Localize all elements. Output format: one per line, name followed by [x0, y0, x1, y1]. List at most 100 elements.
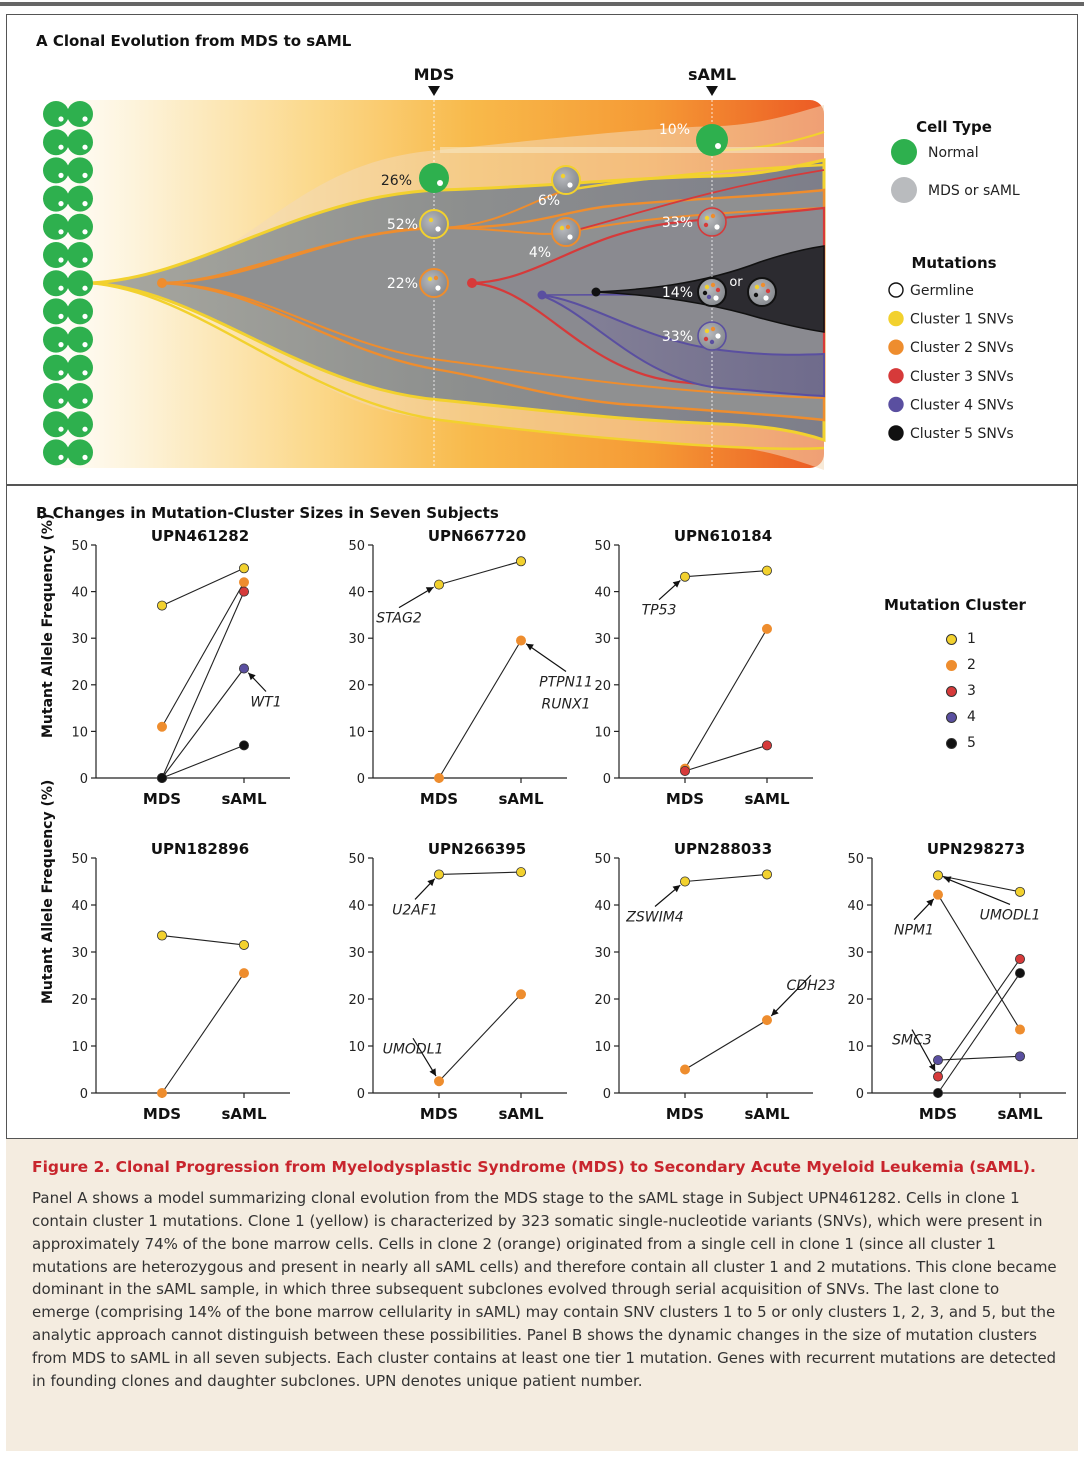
series-line-cluster-3: [161, 591, 245, 779]
clone-4-region: [539, 294, 825, 398]
pct-label: 33%: [662, 329, 693, 345]
normal-cell-nucleus: [82, 342, 88, 348]
annotation-arrowhead: [429, 1068, 436, 1077]
annotation-arrow: [911, 1029, 936, 1072]
series-line-cluster-5: [161, 744, 245, 779]
cluster-3-swatch: [946, 685, 957, 697]
x-tick-label: sAML: [221, 1105, 266, 1123]
normal-cell-nucleus: [82, 426, 88, 432]
series-line-cluster-3: [937, 958, 1021, 1077]
y-tick-label: 50: [348, 852, 365, 867]
gene-annotation: SMC3: [892, 1033, 932, 1049]
x-tick-label: MDS: [143, 1105, 181, 1123]
stage-saml-arrow: [706, 86, 718, 96]
legend-item: 4: [884, 704, 1054, 730]
data-point-cluster-1: [933, 870, 944, 881]
data-point-cluster-1: [762, 565, 773, 576]
cluster-4-swatch: [946, 711, 957, 723]
stage-mds-arrow: [428, 86, 440, 96]
series-line-cluster-1: [161, 935, 245, 946]
y-tick-label: 10: [348, 725, 365, 740]
mid-clone1-cell: [551, 165, 581, 195]
data-point-cluster-5: [156, 773, 167, 784]
series-line-cluster-2: [684, 1019, 768, 1070]
saml-clone5-cell-b: [747, 277, 777, 307]
y-tick-label: 40: [847, 899, 864, 914]
normal-cell-nucleus: [58, 201, 64, 207]
chart-title: UPN610184: [674, 527, 772, 545]
data-point-cluster-1: [680, 571, 691, 582]
series-line-cluster-1: [438, 560, 522, 586]
cluster-1-swatch: [946, 633, 957, 645]
data-point-cluster-4: [933, 1055, 944, 1066]
gene-annotation: WT1: [250, 694, 281, 710]
x-tick-label: MDS: [420, 790, 458, 808]
data-point-cluster-4: [1015, 1051, 1026, 1062]
stage-saml-label: sAML: [688, 65, 736, 84]
y-tick-label: 30: [348, 946, 365, 961]
gene-annotation: UMODL1: [383, 1041, 444, 1057]
saml-normal-cell: [696, 124, 728, 156]
mutation-cluster-legend-title: Mutation Cluster: [884, 596, 1026, 614]
mds-clone2-cell: [419, 268, 449, 298]
normal-cell-nucleus: [58, 257, 64, 263]
mutation-legend-label: Cluster 4 SNVs: [910, 397, 1014, 413]
mds-clone1-cell: [419, 209, 449, 239]
annotation-arrowhead: [943, 876, 952, 884]
pct-label: 14%: [662, 285, 693, 301]
series-line-cluster-1: [161, 567, 245, 607]
data-point-cluster-2: [238, 968, 249, 979]
annotation-arrow: [412, 1037, 437, 1077]
annotation-arrow: [943, 876, 1011, 905]
normal-cell-nucleus: [82, 370, 88, 376]
data-point-cluster-1: [680, 876, 691, 887]
gene-annotation: TP53: [642, 603, 677, 619]
data-point-cluster-3: [933, 1071, 944, 1082]
pct-label: 4%: [529, 245, 551, 261]
y-tick-label: 10: [594, 1040, 611, 1055]
data-point-cluster-1: [238, 563, 249, 574]
stage-mds-label: MDS: [414, 65, 455, 84]
normal-cell-nucleus: [82, 398, 88, 404]
mutation-swatch: [888, 310, 904, 327]
x-tick-label: sAML: [997, 1105, 1042, 1123]
pct-label: 22%: [387, 276, 418, 292]
y-tick-label: 20: [847, 993, 864, 1008]
mutation-swatch: [888, 339, 904, 355]
panel-b-title: B Changes in Mutation-Cluster Sizes in S…: [36, 504, 499, 522]
caption-body: Panel A shows a model summarizing clonal…: [32, 1189, 1057, 1390]
cluster-2-swatch: [946, 659, 957, 671]
data-point-cluster-2: [680, 1064, 691, 1075]
data-point-cluster-5: [933, 1088, 944, 1099]
legend-cell-type-title: Cell Type: [916, 118, 992, 136]
normal-cell-nucleus: [58, 172, 64, 178]
y-tick-label: 20: [594, 993, 611, 1008]
data-point-cluster-1: [156, 930, 167, 941]
mutation-swatch: [888, 282, 904, 298]
gene-annotation: CDH23: [787, 978, 836, 994]
x-tick-label: sAML: [221, 790, 266, 808]
y-tick-label: 30: [71, 632, 88, 647]
data-point-cluster-1: [433, 869, 444, 880]
chart-upn461282: UPN461282 0 10 20 30 40 50 MDS sAML WT1: [71, 527, 290, 808]
caption-title: Figure 2. Clonal Progression from Myelod…: [32, 1158, 1036, 1176]
data-point-cluster-2: [516, 635, 527, 646]
mutation-cluster-legend: Mutation Cluster 1 2 3 4 5: [884, 596, 1054, 756]
mutation-legend-label: Cluster 1 SNVs: [910, 312, 1014, 328]
saml-clone3-cell: [697, 207, 727, 237]
series-line-cluster-2: [684, 628, 768, 769]
normal-cell-nucleus: [82, 454, 88, 460]
y-tick-label: 40: [348, 899, 365, 914]
annotation-arrowhead: [672, 885, 681, 893]
annotation-arrowhead: [425, 587, 434, 594]
annotation-arrow: [770, 974, 812, 1017]
normal-cell-nucleus: [58, 426, 64, 432]
mutation-legend-label: Cluster 5 SNVs: [910, 426, 1014, 442]
normal-cell-nucleus: [82, 144, 88, 150]
legend-normal-swatch: [891, 139, 917, 165]
y-tick-label: 50: [847, 852, 864, 867]
annotation-arrowhead: [926, 898, 934, 907]
data-point-cluster-2: [433, 773, 444, 784]
x-tick-label: MDS: [420, 1105, 458, 1123]
